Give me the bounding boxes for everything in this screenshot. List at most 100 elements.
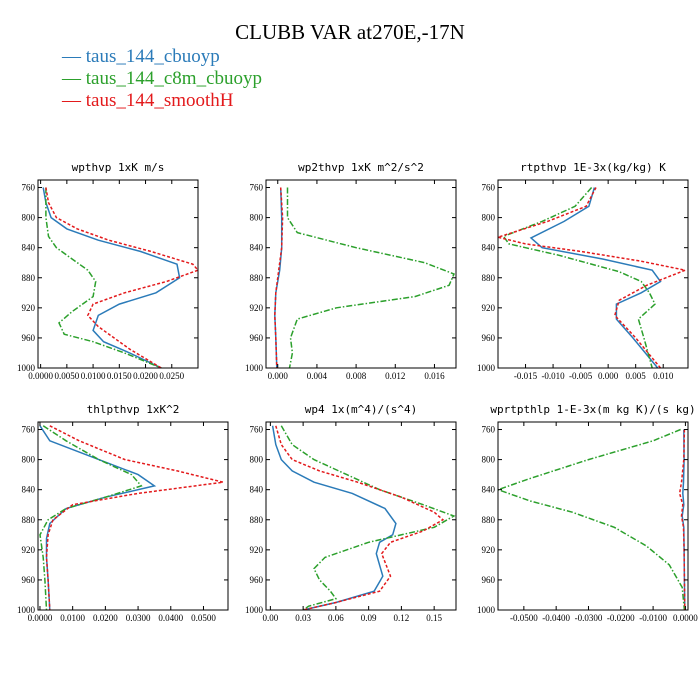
plot-frame	[497, 421, 689, 611]
y-tick-label: 920	[250, 303, 264, 313]
series-line-taus_144_c8m_cbuoyp	[502, 187, 656, 368]
panel-title: wp4 1x(m^4)/(s^4)	[305, 403, 418, 416]
y-tick-label: 760	[250, 183, 264, 193]
x-tick-label: 0.0300	[126, 613, 151, 623]
y-tick-label: 920	[22, 303, 36, 313]
panel-6: wprtpthlp 1-E-3x(m kg K)/(s kg) 760 800 840…	[477, 403, 698, 623]
x-tick-label: 0.0400	[158, 613, 183, 623]
x-tick-label: 0.005	[626, 371, 647, 381]
series-line-taus_144_cbuoyp	[529, 187, 662, 368]
panel-title: wpthvp 1xK m/s	[72, 161, 165, 174]
x-tick-label: 0.0150	[107, 371, 132, 381]
y-tick-label: 840	[22, 243, 36, 253]
panel-title: thlpthvp 1xK^2	[87, 403, 180, 416]
y-tick-label: 880	[482, 515, 496, 525]
series-line-taus_144_smoothH	[45, 425, 224, 610]
series-line-taus_144_cbuoyp	[271, 425, 397, 610]
y-tick-label: 800	[22, 455, 36, 465]
y-tick-label: 880	[250, 273, 264, 283]
series-line-taus_144_c8m_cbuoyp	[280, 425, 456, 610]
legend-line-swatch: —	[62, 68, 86, 89]
x-tick-label: -0.0200	[607, 613, 635, 623]
panel-5: wp4 1x(m^4)/(s^4)76080084088092096010000…	[245, 403, 457, 623]
x-tick-label: 0.0100	[60, 613, 85, 623]
y-tick-label: 840	[482, 485, 496, 495]
x-tick-label: 0.0000	[28, 371, 53, 381]
panel-3: rtpthvp 1E-3x(kg/kg) K 760 800 840 880 920 960…	[477, 161, 689, 381]
y-tick-label: 880	[250, 515, 264, 525]
y-tick-label: 880	[482, 273, 496, 283]
series-line-taus_144_smoothH	[45, 187, 198, 368]
y-tick-label: 800	[22, 213, 36, 223]
y-tick-label: 840	[482, 243, 496, 253]
x-tick-label: 0.016	[424, 371, 445, 381]
y-tick-label: 840	[250, 243, 264, 253]
legend-label: taus_144_smoothH	[85, 90, 234, 111]
x-tick-label: 0.008	[346, 371, 367, 381]
y-tick-label: 800	[250, 213, 264, 223]
x-tick-label: 0.000	[598, 371, 619, 381]
series-line-taus_144_smoothH	[678, 429, 686, 610]
legend-line-swatch: —	[62, 46, 86, 67]
panel-title: wp2thvp 1xK m^2/s^2	[298, 161, 424, 174]
y-tick-label: 1000	[17, 363, 36, 373]
x-tick-label: 0.0100	[81, 371, 106, 381]
y-tick-label: 920	[22, 545, 36, 555]
y-tick-label: 960	[22, 575, 36, 585]
x-tick-label: 0.0200	[133, 371, 158, 381]
x-tick-label: -0.005	[569, 371, 593, 381]
plot-frame	[265, 421, 457, 611]
x-tick-label: 0.010	[653, 371, 674, 381]
figure-title: CLUBB VAR at270E,-17N	[235, 20, 465, 44]
x-tick-label: 0.0500	[191, 613, 216, 623]
y-tick-label: 840	[22, 485, 36, 495]
y-tick-label: 960	[250, 575, 264, 585]
x-tick-label: 0.15	[426, 613, 442, 623]
y-tick-label: 800	[482, 213, 496, 223]
legend-label: taus_144_c8m_cbuoyp	[85, 68, 263, 89]
panel-title: wprtpthlp 1-E-3x(m kg K)/(s kg)	[490, 403, 695, 416]
y-tick-label: 760	[482, 183, 496, 193]
x-tick-label: 0.0000	[28, 613, 53, 623]
series-line-taus_144_cbuoyp	[42, 187, 181, 368]
y-tick-label: 760	[22, 425, 36, 435]
x-tick-label: 0.004	[307, 371, 328, 381]
y-tick-label: 920	[250, 545, 264, 555]
y-tick-label: 760	[482, 425, 496, 435]
x-tick-label: -0.0100	[639, 613, 667, 623]
y-tick-label: 920	[482, 545, 496, 555]
y-tick-label: 1000	[477, 605, 496, 615]
x-tick-label: 0.03	[295, 613, 311, 623]
y-tick-label: 800	[482, 455, 496, 465]
x-tick-label: 0.0250	[159, 371, 184, 381]
y-tick-label: 1000	[477, 363, 496, 373]
panel-title: rtpthvp 1E-3x(kg/kg) K	[520, 161, 666, 174]
x-tick-label: 0.012	[385, 371, 405, 381]
legend-label: taus_144_cbuoyp	[85, 46, 220, 67]
plot-frame	[37, 421, 229, 611]
y-tick-label: 1000	[245, 363, 264, 373]
y-tick-label: 960	[22, 333, 36, 343]
legend-line-swatch: —	[62, 90, 86, 111]
legend-item-cbuoyp: — taus_144_cbuoyp	[62, 46, 220, 68]
panel-1: wpthvp 1xK m/s76080084088092096010000.00…	[17, 161, 199, 381]
series-line-taus_144_smoothH	[274, 187, 284, 368]
x-tick-label: -0.015	[514, 371, 538, 381]
y-tick-label: 880	[22, 273, 36, 283]
y-tick-label: 960	[250, 333, 264, 343]
panel-4: thlpthvp 1xK^2 760 800 840 880 920 960 10000.00…	[17, 403, 229, 623]
x-tick-label: -0.0300	[575, 613, 603, 623]
x-tick-label: 0.09	[361, 613, 377, 623]
x-tick-label: 0.06	[328, 613, 344, 623]
panel-2: wp2thvp 1xK m^2/s^2 760 800 840 880 920 960 100…	[245, 161, 457, 381]
y-tick-label: 1000	[17, 605, 36, 615]
x-tick-label: -0.0500	[510, 613, 538, 623]
series-line-taus_144_c8m_cbuoyp	[498, 428, 686, 610]
y-tick-label: 920	[482, 303, 496, 313]
x-tick-label: 0.00	[262, 613, 278, 623]
x-tick-label: 0.0050	[54, 371, 79, 381]
y-tick-label: 960	[482, 575, 496, 585]
series-line-taus_144_cbuoyp	[39, 425, 157, 610]
y-tick-label: 760	[250, 425, 264, 435]
